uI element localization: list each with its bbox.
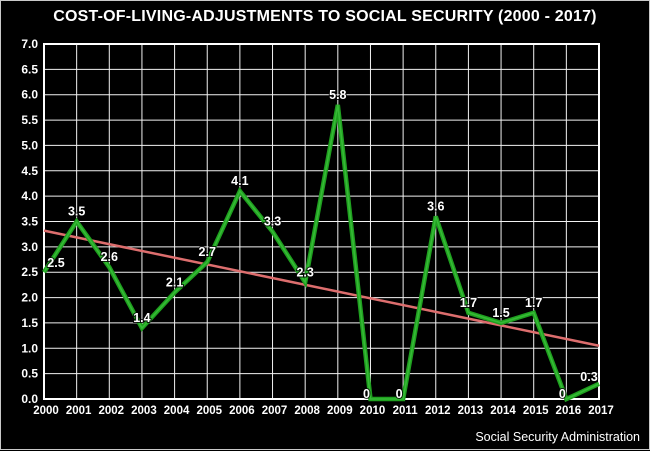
svg-text:2009: 2009: [327, 405, 353, 417]
svg-text:2.7: 2.7: [199, 245, 216, 259]
svg-text:4.1: 4.1: [231, 174, 248, 188]
svg-text:2008: 2008: [294, 405, 320, 417]
svg-text:2.0: 2.0: [21, 291, 38, 305]
plot-border: [43, 43, 600, 400]
svg-text:2013: 2013: [458, 405, 484, 417]
svg-text:2004: 2004: [164, 405, 190, 417]
svg-text:3.6: 3.6: [427, 199, 444, 213]
source-attribution: Social Security Administration: [475, 430, 640, 444]
svg-text:0: 0: [396, 387, 403, 401]
svg-text:2002: 2002: [98, 405, 124, 417]
svg-text:0.5: 0.5: [21, 367, 38, 381]
svg-text:2010: 2010: [360, 405, 386, 417]
svg-text:2012: 2012: [425, 405, 451, 417]
svg-text:6.5: 6.5: [21, 62, 38, 76]
svg-text:2017: 2017: [588, 405, 614, 417]
svg-text:1.5: 1.5: [492, 306, 509, 320]
y-axis-labels: 7.0 6.5 6.0 5.5 5.0 4.5 4.0 3.5 3.0 2.5 2.0 1.5 1.0 0…: [21, 37, 38, 406]
x-axis-labels: 2000 2001 2002 2003 2004 2005 2006 2007 2008 2009…: [33, 405, 614, 417]
svg-text:4.5: 4.5: [21, 164, 38, 178]
svg-text:2001: 2001: [66, 405, 92, 417]
svg-text:2016: 2016: [556, 405, 582, 417]
svg-text:2015: 2015: [523, 405, 549, 417]
svg-text:3.0: 3.0: [21, 240, 38, 254]
svg-text:4.0: 4.0: [21, 189, 38, 203]
svg-text:5.0: 5.0: [21, 138, 38, 152]
svg-text:2.5: 2.5: [21, 265, 38, 279]
data-line: [42, 104, 600, 403]
svg-text:2014: 2014: [490, 405, 516, 417]
svg-text:1.5: 1.5: [21, 316, 38, 330]
svg-text:0: 0: [559, 387, 566, 401]
svg-text:1.4: 1.4: [133, 311, 150, 325]
svg-text:2000: 2000: [33, 405, 59, 417]
svg-text:5.5: 5.5: [21, 113, 38, 127]
chart-title: COST-OF-LIVING-ADJUSTMENTS TO SOCIAL SEC…: [53, 8, 597, 25]
svg-text:1.7: 1.7: [460, 296, 477, 310]
svg-text:2.6: 2.6: [101, 250, 118, 264]
svg-text:2003: 2003: [131, 405, 157, 417]
data-line-highlight: [43, 104, 600, 401]
svg-text:3.5: 3.5: [68, 205, 85, 219]
svg-text:2007: 2007: [262, 405, 288, 417]
svg-text:5.8: 5.8: [329, 88, 346, 102]
grid: [43, 43, 600, 400]
trend-line: [43, 229, 600, 347]
svg-text:1.0: 1.0: [21, 341, 38, 355]
svg-text:2.3: 2.3: [296, 265, 313, 279]
svg-text:1.7: 1.7: [525, 296, 542, 310]
svg-text:2.1: 2.1: [166, 276, 183, 290]
svg-text:3.5: 3.5: [21, 215, 38, 229]
svg-text:0.0: 0.0: [21, 392, 38, 406]
svg-text:2.5: 2.5: [47, 256, 64, 270]
data-point-labels: 2.5 3.5 2.6 1.4 2.1 2.7 4.1 3.3 2.3 5.8 0 0 3.6 1.7 1.…: [46, 87, 598, 402]
svg-text:0.3: 0.3: [580, 370, 597, 384]
svg-text:3.3: 3.3: [264, 215, 281, 229]
svg-text:6.0: 6.0: [21, 88, 38, 102]
svg-text:2011: 2011: [393, 405, 419, 417]
svg-text:7.0: 7.0: [21, 37, 38, 51]
svg-text:2006: 2006: [229, 405, 255, 417]
svg-text:0: 0: [363, 387, 370, 401]
svg-text:2005: 2005: [196, 405, 222, 417]
